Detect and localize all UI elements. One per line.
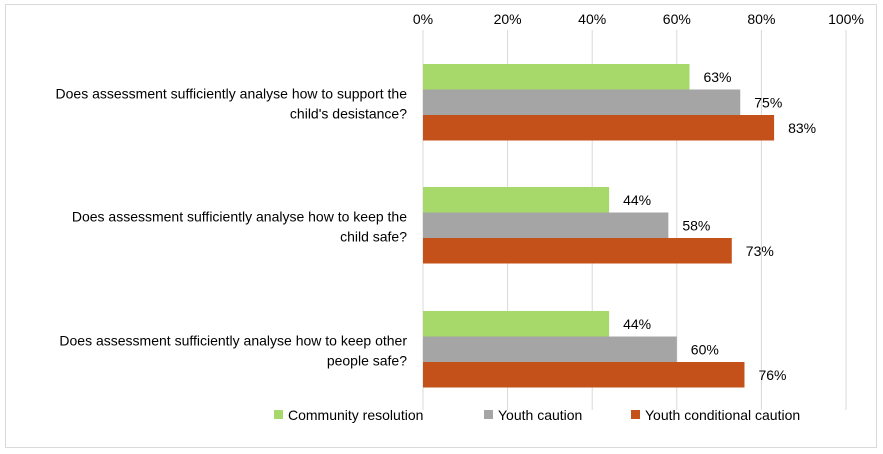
bar-youth-caution bbox=[423, 89, 741, 115]
legend-swatch bbox=[484, 410, 493, 419]
legend-swatch bbox=[274, 410, 283, 419]
data-label: 60% bbox=[691, 341, 719, 357]
legend-label: Community resolution bbox=[288, 407, 423, 423]
data-label: 63% bbox=[703, 69, 731, 85]
data-label: 73% bbox=[746, 243, 774, 259]
x-tick-label: 100% bbox=[828, 11, 864, 27]
data-label: 75% bbox=[754, 94, 782, 110]
bar-community-resolution bbox=[423, 311, 610, 337]
bar-youth-conditional-caution bbox=[423, 115, 775, 141]
legend-label: Youth caution bbox=[498, 407, 582, 423]
category-label: child's desistance? bbox=[290, 105, 407, 121]
data-label: 58% bbox=[682, 217, 710, 233]
x-tick-label: 20% bbox=[494, 11, 522, 27]
chart-frame bbox=[5, 4, 877, 448]
category-label: Does assessment sufficiently analyse how… bbox=[56, 85, 408, 101]
x-tick-label: 40% bbox=[578, 11, 606, 27]
data-label: 83% bbox=[788, 120, 816, 136]
x-tick-label: 0% bbox=[413, 11, 433, 27]
category-label: people safe? bbox=[327, 352, 407, 368]
x-tick-label: 80% bbox=[747, 11, 775, 27]
bar-youth-caution bbox=[423, 336, 677, 362]
legend-label: Youth conditional caution bbox=[645, 407, 800, 423]
legend-swatch bbox=[631, 410, 640, 419]
data-label: 76% bbox=[758, 367, 786, 383]
category-label: child safe? bbox=[340, 228, 407, 244]
bar-community-resolution bbox=[423, 187, 610, 213]
data-label: 44% bbox=[623, 316, 651, 332]
x-tick-label: 60% bbox=[663, 11, 691, 27]
bar-community-resolution bbox=[423, 64, 690, 90]
bar-youth-conditional-caution bbox=[423, 362, 745, 388]
category-label: Does assessment sufficiently analyse how… bbox=[72, 208, 407, 224]
bar-youth-caution bbox=[423, 212, 669, 238]
category-label: Does assessment sufficiently analyse how… bbox=[59, 332, 407, 348]
data-label: 44% bbox=[623, 192, 651, 208]
bar-youth-conditional-caution bbox=[423, 238, 732, 264]
